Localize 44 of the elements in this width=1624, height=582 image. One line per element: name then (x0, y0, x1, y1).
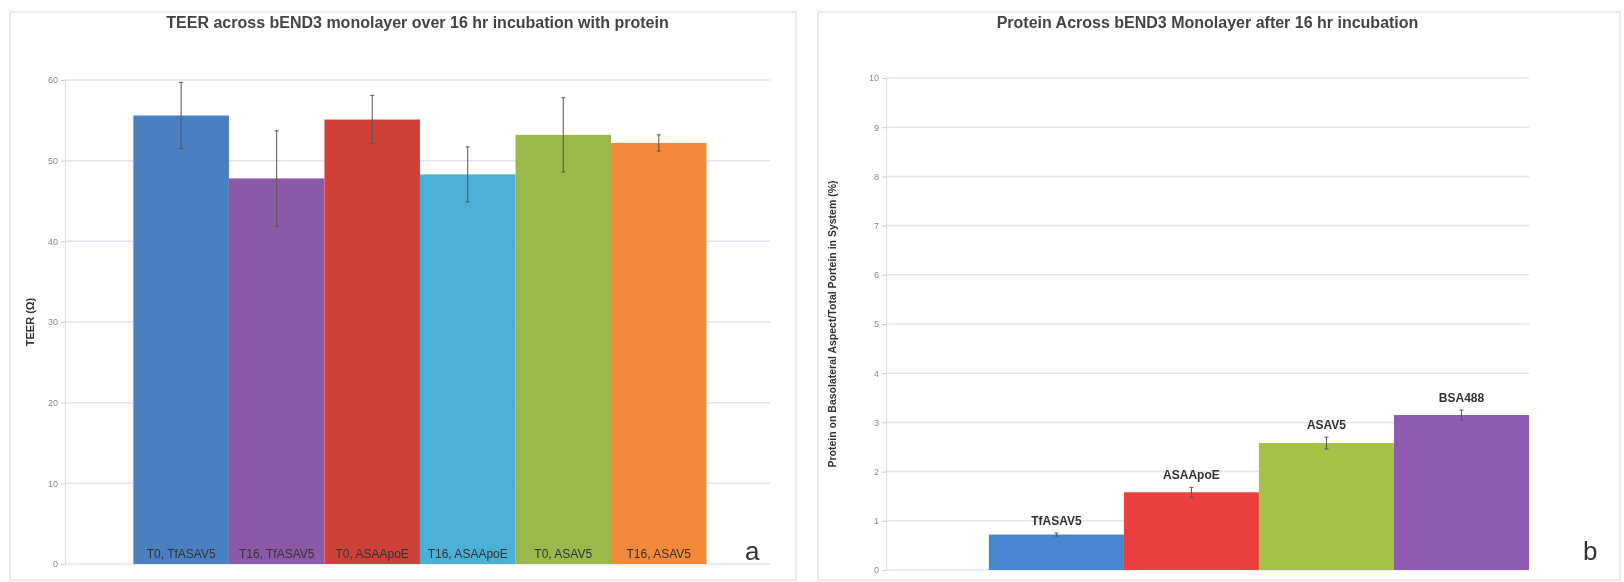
y-axis-title: TEER (Ω) (24, 297, 36, 347)
y-tick-label: 8 (873, 171, 879, 182)
chart-title: TEER across bEND3 monolayer over 16 hr incubation with protein (166, 14, 669, 31)
y-tick-label: 3 (873, 417, 879, 428)
y-tick-label: 0 (52, 559, 58, 570)
annotation: a (745, 536, 760, 566)
bar (133, 115, 229, 564)
y-tick-label: 40 (47, 236, 58, 247)
x-tick-label: BSA488 (1438, 391, 1485, 406)
x-tick-label: T16, TfASAV5 (238, 547, 315, 561)
y-tick-label: 6 (873, 270, 879, 281)
y-tick-label: 4 (873, 368, 879, 379)
text: b (1583, 536, 1598, 566)
y-tick-label: 60 (47, 75, 58, 86)
x-tick-label: ASAV5 (1306, 418, 1347, 433)
y-tick-label: 30 (47, 317, 58, 328)
y-tick-label: 9 (873, 122, 879, 133)
x-tick-label: T0, ASAV5 (534, 547, 593, 561)
x-tick-label: T16, ASAV5 (626, 547, 692, 561)
bar (611, 142, 707, 564)
bar (515, 134, 612, 564)
y-tick-label: 0 (873, 565, 879, 576)
y-tick-label: 50 (47, 156, 58, 167)
y-tick-label: 10 (47, 478, 58, 489)
x-tick-label: ASAApoE (1163, 468, 1220, 483)
bar (228, 178, 325, 564)
y-tick-label: 10 (868, 73, 879, 84)
y-tick-label: 1 (873, 516, 879, 527)
x-tick-label: T0, TfASAV5 (146, 547, 216, 561)
chart-title: Protein Across bEND3 Monolayer after 16 hr incubation (996, 14, 1419, 31)
y-tick-label: 5 (873, 319, 879, 330)
y-tick-label: 2 (873, 466, 879, 477)
bar (1393, 415, 1529, 570)
bar (1258, 443, 1394, 570)
y-tick-label: 7 (873, 220, 879, 231)
bar (419, 174, 516, 564)
y-tick-label: 20 (47, 398, 58, 409)
bar (1123, 492, 1259, 570)
bar (324, 119, 420, 564)
x-tick-label: TfASAV5 (1031, 514, 1082, 529)
x-tick-label: T16, ASAApoE (427, 547, 508, 561)
x-tick-label: T0, ASAApoE (335, 547, 409, 561)
bar (988, 534, 1124, 570)
y-axis-title: Protein on Basolateral Aspect/Total Portein in System (%) (826, 180, 838, 468)
